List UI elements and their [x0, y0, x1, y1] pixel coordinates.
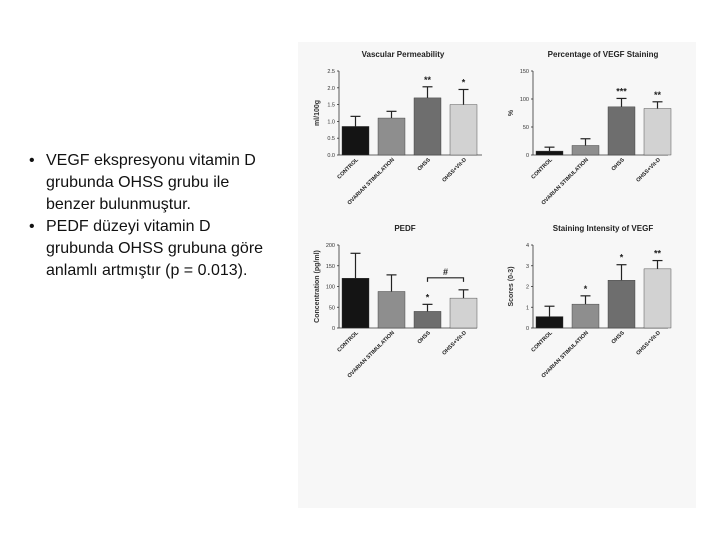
bar-1	[571, 145, 600, 156]
y-tick-label: 0.5	[327, 136, 335, 142]
y-tick-label: 100	[520, 97, 529, 103]
y-tick-label: 150	[520, 69, 529, 75]
bar-2	[413, 97, 442, 156]
category-label: OHSS+Vit-D	[635, 157, 662, 184]
bar-3	[643, 108, 672, 156]
significance-marker: **	[654, 249, 662, 259]
bar-0	[535, 316, 564, 329]
bar-2	[607, 106, 636, 156]
y-tick-label: 0	[526, 326, 529, 332]
y-tick-label: 1.0	[327, 119, 335, 125]
chart-title: PEDF	[394, 224, 415, 233]
bar-3	[643, 268, 672, 329]
y-tick-label: 2.5	[327, 69, 335, 75]
y-tick-label: 150	[326, 264, 335, 270]
category-label: CONTROL	[530, 157, 554, 181]
significance-marker: ***	[616, 86, 627, 96]
bar-0	[535, 150, 564, 156]
chart-figure: Vascular Permeability 0.0 0.5 1.0 1.5 2.0 2.5 m…	[298, 42, 696, 508]
significance-marker: *	[462, 77, 466, 87]
category-label: OHSS+Vit-D	[441, 330, 468, 357]
category-label: OHSS	[611, 157, 626, 172]
significance-bracket	[426, 277, 465, 282]
significance-marker: **	[424, 75, 432, 85]
category-label: CONTROL	[336, 157, 360, 181]
category-label: OHSS	[611, 330, 626, 345]
category-label: OHSS+Vit-D	[635, 330, 662, 357]
bar-0	[341, 126, 370, 156]
bullet-vegf: VEGF ekspresyonu vitamin D grubunda OHSS…	[28, 150, 278, 216]
bar-2	[413, 311, 442, 329]
y-tick-label: 200	[326, 243, 335, 249]
bar-2	[607, 280, 636, 329]
y-axis-label: Scores (0-3)	[508, 266, 515, 306]
y-tick-label: 50	[523, 125, 529, 131]
y-tick-label: 100	[326, 285, 335, 291]
bar-1	[571, 303, 600, 329]
bullet-list: VEGF ekspresyonu vitamin D grubunda OHSS…	[28, 150, 278, 282]
bar-3	[449, 104, 478, 156]
bar-1	[377, 291, 406, 329]
significance-marker: *	[426, 292, 430, 302]
y-tick-label: 0	[526, 153, 529, 159]
y-tick-label: 2.0	[327, 86, 335, 92]
y-tick-label: 4	[526, 243, 529, 249]
y-tick-label: 1.5	[327, 103, 335, 109]
y-axis-label: Concentration (pg/ml)	[314, 250, 321, 323]
significance-marker: **	[654, 90, 662, 100]
chart-panels: Vascular Permeability 0.0 0.5 1.0 1.5 2.0 2.5 m…	[314, 50, 672, 379]
significance-marker: *	[584, 284, 588, 294]
category-label: OHSS	[417, 157, 432, 172]
y-tick-label: 0	[332, 326, 335, 332]
category-label: CONTROL	[530, 330, 554, 354]
y-axis-label: %	[508, 109, 515, 116]
category-label: OHSS+Vit-D	[441, 157, 468, 184]
chart-title: Percentage of VEGF Staining	[548, 50, 659, 59]
category-label: OHSS	[417, 330, 432, 345]
bracket-label: #	[443, 267, 448, 277]
y-tick-label: 0.0	[327, 153, 335, 159]
bar-0	[341, 277, 370, 329]
chart-title: Staining Intensity of VEGF	[553, 224, 654, 233]
chart-title: Vascular Permeability	[362, 50, 445, 59]
category-label: CONTROL	[336, 330, 360, 354]
y-tick-label: 50	[329, 305, 335, 311]
significance-marker: *	[620, 253, 624, 263]
y-axis-label: ml/100g	[314, 100, 321, 126]
bar-1	[377, 117, 406, 156]
bar-3	[449, 297, 478, 329]
y-tick-label: 2	[526, 285, 529, 291]
y-tick-label: 1	[526, 305, 529, 311]
y-tick-label: 3	[526, 264, 529, 270]
bullet-pedf: PEDF düzeyi vitamin D grubunda OHSS grub…	[28, 216, 278, 282]
